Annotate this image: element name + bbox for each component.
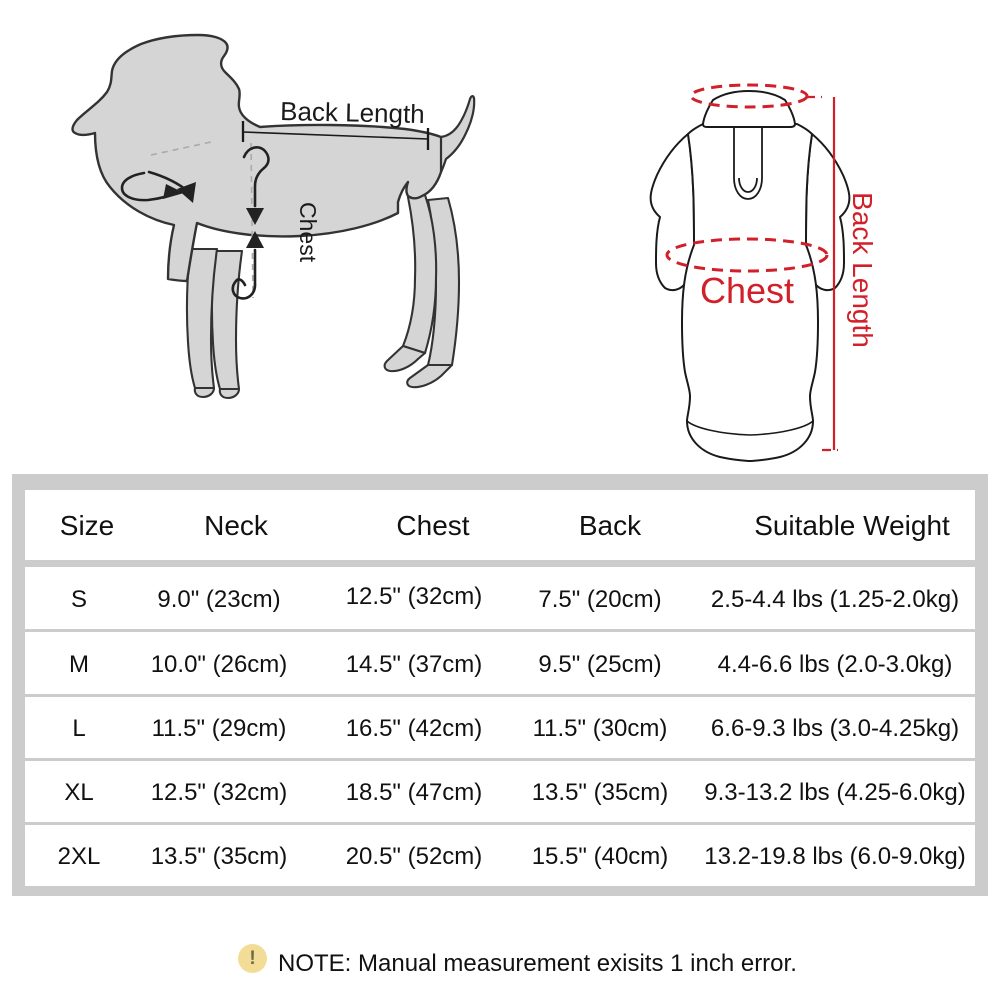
svg-text:Chest: Chest [295, 202, 321, 263]
svg-text:Back Length: Back Length [847, 192, 878, 348]
svg-text:Back Length: Back Length [280, 96, 425, 129]
svg-text:Chest: Chest [700, 270, 794, 311]
